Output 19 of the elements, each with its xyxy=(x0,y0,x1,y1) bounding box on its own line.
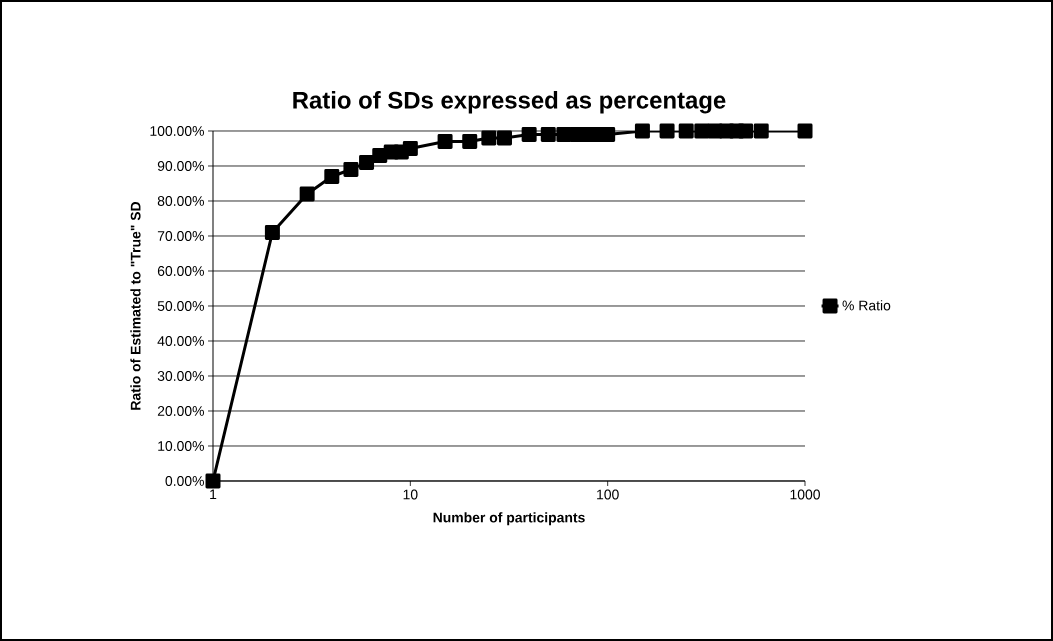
legend-label: % Ratio xyxy=(842,300,891,311)
y-tick-label: 60.00% xyxy=(157,266,204,276)
y-tick-label: 10.00% xyxy=(158,441,204,451)
x-tick-label: 100 xyxy=(597,489,619,500)
y-tick-label: 80.00% xyxy=(157,196,204,206)
x-tick-label: 1000 xyxy=(790,489,820,500)
x-axis-title: Number of participants xyxy=(433,512,585,526)
y-tick-label: 30.00% xyxy=(157,371,204,381)
chart-title: Ratio of SDs expressed as percentage xyxy=(293,91,726,114)
y-tick-label: 40.00% xyxy=(157,336,204,346)
y-tick-label: 20.00% xyxy=(157,406,204,416)
x-tick-label: 10 xyxy=(403,489,418,500)
y-tick-label: 100.00% xyxy=(150,126,204,136)
y-tick-label: 70.00% xyxy=(157,231,204,241)
y-axis-title: Ratio of Estimated to "True" SD xyxy=(130,201,141,410)
y-tick-label: 50.00% xyxy=(157,301,204,311)
y-tick-label: 90.00% xyxy=(157,161,204,171)
x-tick-label: 1 xyxy=(210,489,217,500)
y-tick-label: 0.00% xyxy=(165,476,204,486)
